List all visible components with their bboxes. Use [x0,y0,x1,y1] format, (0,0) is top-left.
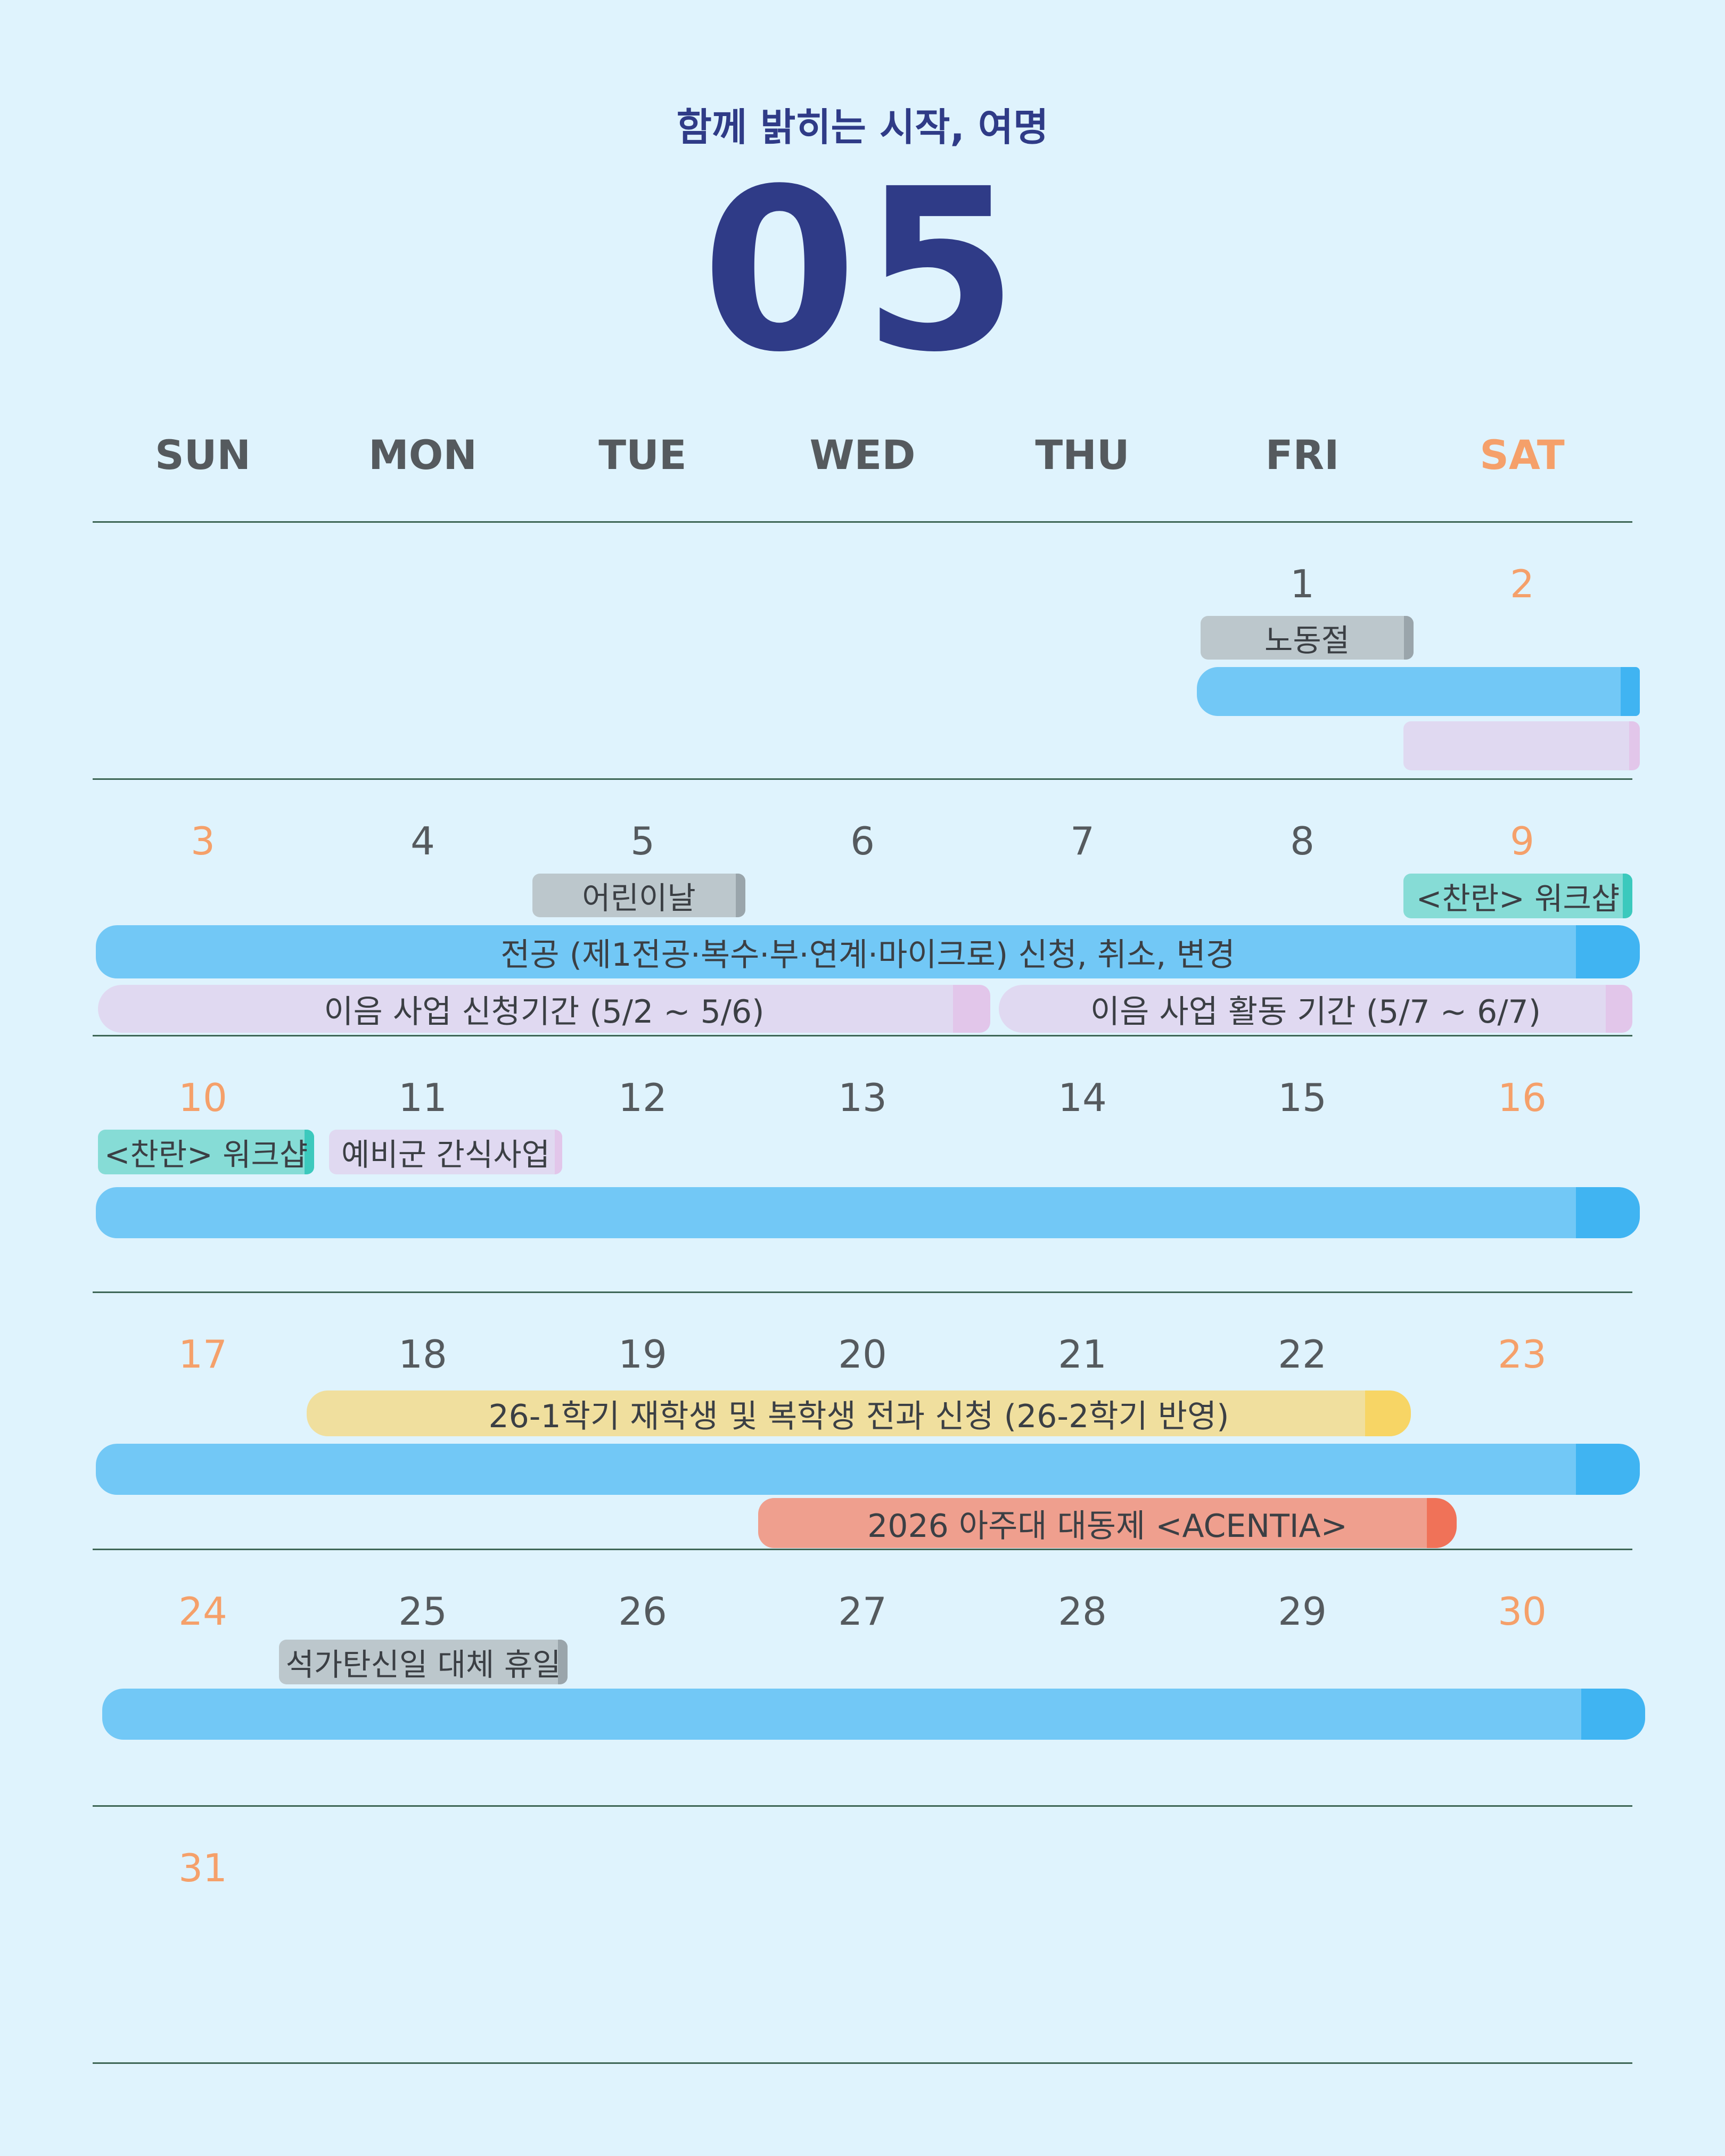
row-divider [93,1035,1632,1036]
weekday-sun: SUN [154,431,251,479]
weekday-thu: THU [1035,431,1130,479]
day-number: 30 [1498,1589,1547,1634]
event-transfer-application-bar[interactable]: 26-1학기 재학생 및 복학생 전과 신청 (26-2학기 반영) [307,1390,1411,1436]
weekday-mon: MON [368,431,477,479]
day-number: 21 [1058,1332,1107,1377]
event-buddha-holiday[interactable]: 석가탄신일 대체 휴일 [279,1640,568,1684]
weekday-wed: WED [809,431,916,479]
day-number: 6 [850,819,875,863]
weekday-fri: FRI [1265,431,1340,479]
day-number: 4 [410,819,435,863]
event-major-application-bar[interactable] [102,1689,1645,1740]
day-number: 24 [178,1589,227,1634]
month-number: 05 [701,141,1024,401]
day-number: 1 [1290,562,1315,606]
day-number: 2 [1510,562,1534,606]
day-number: 18 [398,1332,447,1377]
event-labor-day[interactable]: 노동절 [1201,616,1414,660]
row-divider [93,1549,1632,1550]
day-number: 3 [191,819,215,863]
event-major-application-bar[interactable] [96,1444,1640,1495]
day-number: 7 [1070,819,1095,863]
day-number: 8 [1290,819,1315,863]
event-ieum-apply-bar[interactable] [1403,721,1640,770]
day-number: 13 [838,1075,887,1120]
row-divider [93,778,1632,780]
event-festival-bar[interactable]: 2026 아주대 대동제 <ACENTIA> [758,1498,1457,1548]
day-number: 23 [1498,1332,1547,1377]
day-number: 14 [1058,1075,1107,1120]
day-number: 31 [178,1846,227,1890]
event-ieum-apply-bar[interactable]: 이음 사업 신청기간 (5/2 ~ 5/6) [98,985,990,1033]
weekday-sat: SAT [1480,431,1565,479]
event-major-application-bar[interactable] [1197,667,1640,716]
day-number: 9 [1510,819,1534,863]
day-number: 16 [1498,1075,1547,1120]
row-divider [93,2062,1632,2064]
day-number: 27 [838,1589,887,1634]
day-number: 15 [1278,1075,1327,1120]
day-number: 17 [178,1332,227,1377]
day-number: 11 [398,1075,447,1120]
event-childrens-day[interactable]: 어린이날 [532,874,745,917]
day-number: 12 [618,1075,667,1120]
day-number: 28 [1058,1589,1107,1634]
row-divider [93,521,1632,523]
day-number: 20 [838,1332,887,1377]
calendar-subtitle: 함께 밝히는 시작, 여명 [676,105,1049,150]
day-number: 26 [618,1589,667,1634]
event-workshop[interactable]: <찬란> 워크샵 [98,1130,314,1174]
day-number: 5 [630,819,655,863]
day-number: 25 [398,1589,447,1634]
day-number: 22 [1278,1332,1327,1377]
event-reserve-snack[interactable]: 예비군 간식사업 [329,1130,562,1174]
event-workshop[interactable]: <찬란> 워크샵 [1403,874,1632,918]
day-number: 19 [618,1332,667,1377]
day-number: 10 [178,1075,227,1120]
event-major-application-bar[interactable] [96,1187,1640,1238]
event-major-application-bar[interactable]: 전공 (제1전공·복수·부·연계·마이크로) 신청, 취소, 변경 [96,925,1640,978]
row-divider [93,1291,1632,1293]
row-divider [93,1805,1632,1807]
weekday-tue: TUE [598,431,687,479]
day-number: 29 [1278,1589,1327,1634]
event-ieum-activity-bar[interactable]: 이음 사업 활동 기간 (5/7 ~ 6/7) [999,985,1632,1033]
